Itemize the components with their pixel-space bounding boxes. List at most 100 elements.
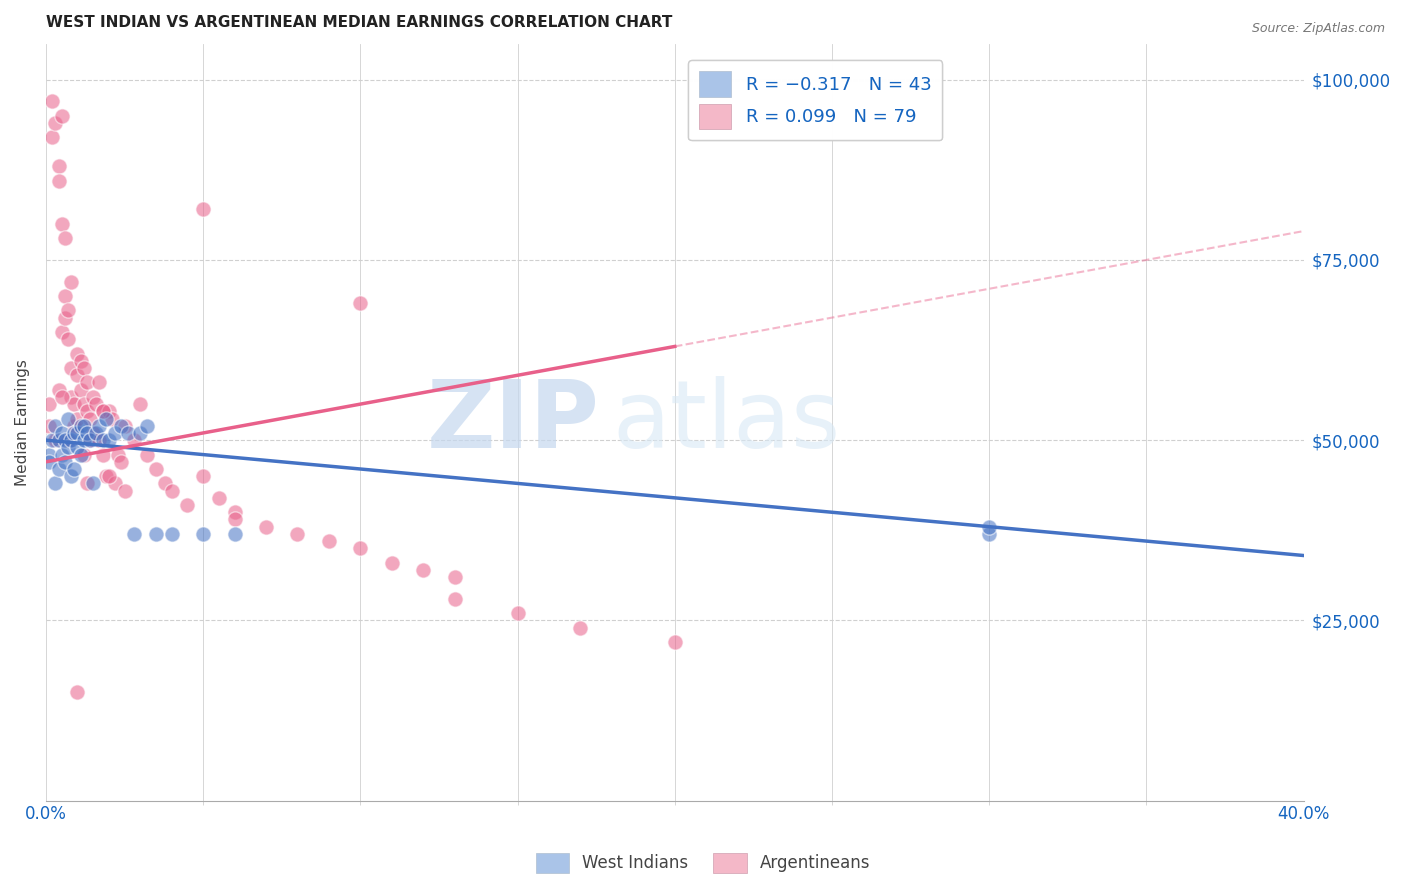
Point xyxy=(193,527,215,541)
Point xyxy=(48,462,70,476)
Point xyxy=(224,505,246,519)
Point xyxy=(114,418,136,433)
Point xyxy=(160,483,183,498)
Point xyxy=(73,361,96,376)
Point xyxy=(53,310,76,325)
Point xyxy=(135,418,157,433)
Point xyxy=(412,563,434,577)
Point xyxy=(60,433,83,447)
Point xyxy=(979,527,1001,541)
Point xyxy=(63,425,86,440)
Legend: R = −0.317   N = 43, R = 0.099   N = 79: R = −0.317 N = 43, R = 0.099 N = 79 xyxy=(688,61,942,140)
Point xyxy=(48,174,70,188)
Point xyxy=(145,527,167,541)
Point xyxy=(82,390,104,404)
Point xyxy=(73,433,96,447)
Point xyxy=(56,411,79,425)
Y-axis label: Median Earnings: Median Earnings xyxy=(15,359,30,485)
Point xyxy=(160,527,183,541)
Point xyxy=(89,433,111,447)
Point xyxy=(664,635,686,649)
Point xyxy=(41,130,63,145)
Legend: West Indians, Argentineans: West Indians, Argentineans xyxy=(529,847,877,880)
Point xyxy=(79,411,101,425)
Point xyxy=(66,441,89,455)
Point xyxy=(51,425,73,440)
Point xyxy=(60,390,83,404)
Point xyxy=(69,354,91,368)
Point xyxy=(41,433,63,447)
Point xyxy=(63,462,86,476)
Point xyxy=(69,418,91,433)
Point xyxy=(979,519,1001,533)
Point xyxy=(44,476,66,491)
Point xyxy=(79,433,101,447)
Point xyxy=(51,217,73,231)
Text: ZIP: ZIP xyxy=(426,376,599,468)
Point xyxy=(104,425,127,440)
Point xyxy=(91,433,114,447)
Point xyxy=(41,95,63,109)
Point xyxy=(69,448,91,462)
Point xyxy=(443,591,465,606)
Point xyxy=(56,433,79,447)
Point xyxy=(254,519,277,533)
Point xyxy=(48,383,70,397)
Point xyxy=(506,606,529,620)
Point xyxy=(63,397,86,411)
Point xyxy=(69,383,91,397)
Point xyxy=(287,527,309,541)
Point xyxy=(76,376,98,390)
Point xyxy=(51,109,73,123)
Point xyxy=(66,425,89,440)
Point xyxy=(104,476,127,491)
Point xyxy=(76,476,98,491)
Point xyxy=(114,483,136,498)
Point xyxy=(73,448,96,462)
Point xyxy=(48,159,70,173)
Point xyxy=(60,469,83,483)
Point xyxy=(84,397,107,411)
Point xyxy=(318,534,340,549)
Point xyxy=(145,462,167,476)
Point xyxy=(94,411,117,425)
Point xyxy=(129,425,152,440)
Point xyxy=(97,404,120,418)
Point xyxy=(48,433,70,447)
Point xyxy=(569,621,592,635)
Point xyxy=(51,448,73,462)
Point xyxy=(73,397,96,411)
Point xyxy=(53,433,76,447)
Point xyxy=(97,469,120,483)
Point xyxy=(110,418,132,433)
Point xyxy=(79,433,101,447)
Point xyxy=(349,296,371,310)
Point xyxy=(135,448,157,462)
Point xyxy=(53,289,76,303)
Point xyxy=(101,411,124,425)
Point xyxy=(91,404,114,418)
Point xyxy=(82,476,104,491)
Point xyxy=(443,570,465,584)
Point xyxy=(97,433,120,447)
Point xyxy=(38,397,60,411)
Text: Source: ZipAtlas.com: Source: ZipAtlas.com xyxy=(1251,22,1385,36)
Point xyxy=(91,404,114,418)
Point xyxy=(84,425,107,440)
Point xyxy=(38,418,60,433)
Point xyxy=(63,418,86,433)
Point xyxy=(193,202,215,217)
Point xyxy=(73,418,96,433)
Point xyxy=(349,541,371,556)
Point xyxy=(89,418,111,433)
Point xyxy=(89,376,111,390)
Point xyxy=(82,425,104,440)
Point xyxy=(76,404,98,418)
Text: atlas: atlas xyxy=(612,376,841,468)
Point xyxy=(56,303,79,318)
Point xyxy=(51,390,73,404)
Point xyxy=(110,455,132,469)
Point xyxy=(66,346,89,360)
Point xyxy=(66,411,89,425)
Point xyxy=(155,476,177,491)
